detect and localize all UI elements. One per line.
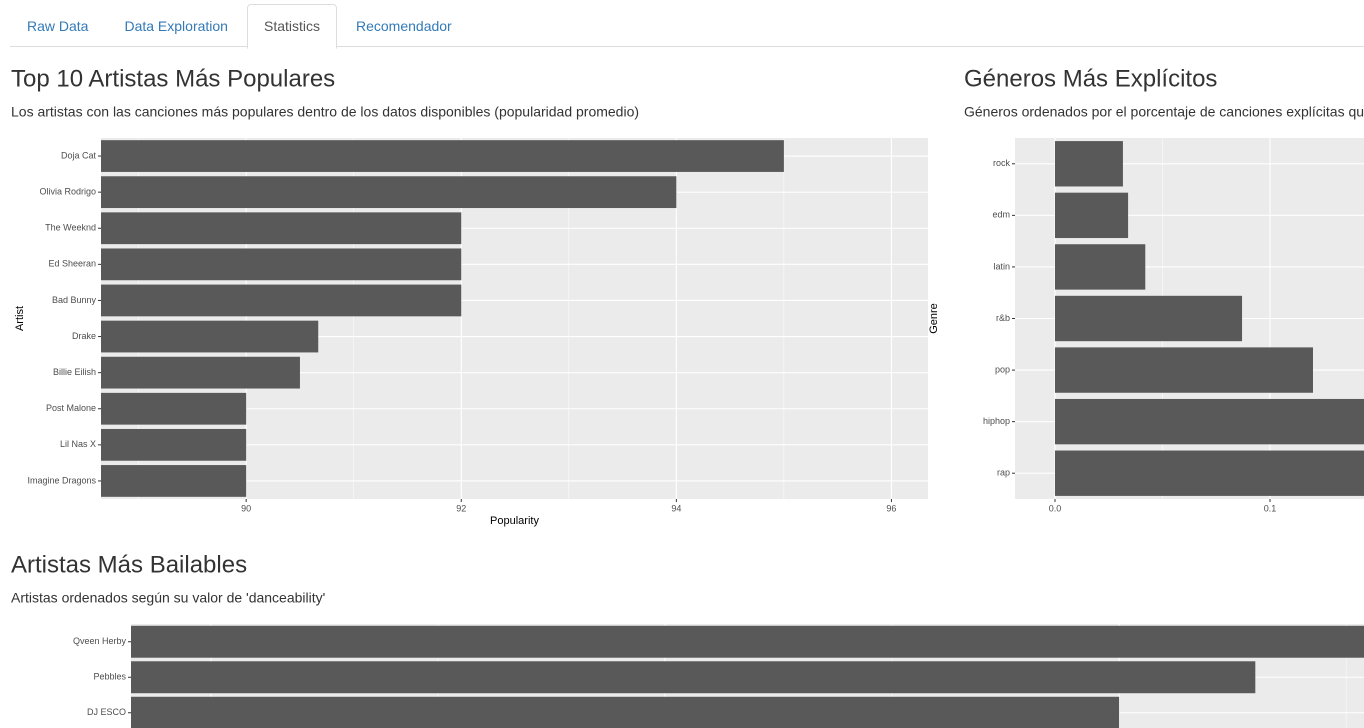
tab[interactable]: Recomendador [356, 18, 452, 34]
bar [131, 625, 1364, 658]
y-tick-label: Post Malone [46, 403, 96, 413]
y-tick-label: Doja Cat [61, 150, 97, 160]
bar [101, 428, 247, 461]
chart-subtitle: Géneros ordenados por el porcentaje de c… [964, 104, 1364, 120]
bar [1054, 295, 1243, 342]
bar [101, 176, 677, 209]
chart-subtitle: Artistas ordenados según su valor de 'da… [11, 590, 325, 606]
bar [1054, 398, 1364, 445]
bar [1054, 141, 1123, 187]
y-tick-label: latin [993, 261, 1010, 271]
y-tick-label: r&b [996, 313, 1010, 323]
x-axis-title: Popularity [490, 515, 539, 527]
y-axis-title: Artist [14, 306, 26, 331]
x-tick-label: 0.0 [1049, 503, 1062, 513]
y-axis-title: Genre [928, 303, 940, 334]
x-tick-label: 0.1 [1264, 503, 1277, 513]
y-tick-label: hiphop [983, 416, 1010, 426]
bar [1054, 450, 1364, 496]
x-tick-label: 92 [456, 503, 466, 513]
bar [101, 140, 784, 172]
y-tick-label: Imagine Dragons [27, 475, 96, 485]
tab[interactable]: Raw Data [27, 18, 89, 34]
y-tick-label: Olivia Rodrigo [39, 187, 96, 197]
bar [1054, 192, 1129, 239]
bar [101, 284, 462, 317]
y-tick-label: rock [993, 158, 1011, 168]
bar [101, 248, 462, 281]
chart-title: Artistas Más Bailables [11, 551, 247, 578]
y-tick-label: Ed Sheeran [48, 259, 96, 269]
y-tick-label: Qveen Herby [73, 636, 127, 646]
y-tick-label: Bad Bunny [52, 295, 97, 305]
bar [131, 696, 1120, 728]
x-tick-label: 90 [241, 503, 251, 513]
y-tick-label: Drake [72, 331, 96, 341]
y-tick-label: Lil Nas X [60, 439, 96, 449]
chart-title: Top 10 Artistas Más Populares [11, 65, 335, 92]
bar [131, 661, 1256, 694]
y-tick-label: DJ ESCO [87, 707, 126, 717]
chart-subtitle: Los artistas con las canciones más popul… [11, 104, 639, 120]
y-tick-label: The Weeknd [45, 223, 96, 233]
bar [101, 212, 462, 245]
bar [101, 356, 300, 389]
y-tick-label: Billie Eilish [53, 367, 96, 377]
bar [1054, 347, 1313, 393]
bar [101, 392, 247, 425]
x-tick-label: 96 [886, 503, 896, 513]
chart-title: Géneros Más Explícitos [964, 65, 1217, 92]
tab[interactable]: Data Exploration [124, 18, 228, 34]
y-tick-label: edm [992, 210, 1010, 220]
y-tick-label: pop [995, 364, 1010, 374]
tab-bar: Raw Data Data Exploration Statistics Recome… [10, 4, 1364, 49]
bar [101, 320, 319, 353]
y-tick-label: Pebbles [93, 672, 126, 682]
bar [1054, 244, 1146, 290]
x-tick-label: 94 [671, 503, 681, 513]
tab[interactable]: Statistics [246, 4, 337, 49]
y-tick-label: rap [997, 468, 1010, 478]
bar [101, 465, 247, 497]
